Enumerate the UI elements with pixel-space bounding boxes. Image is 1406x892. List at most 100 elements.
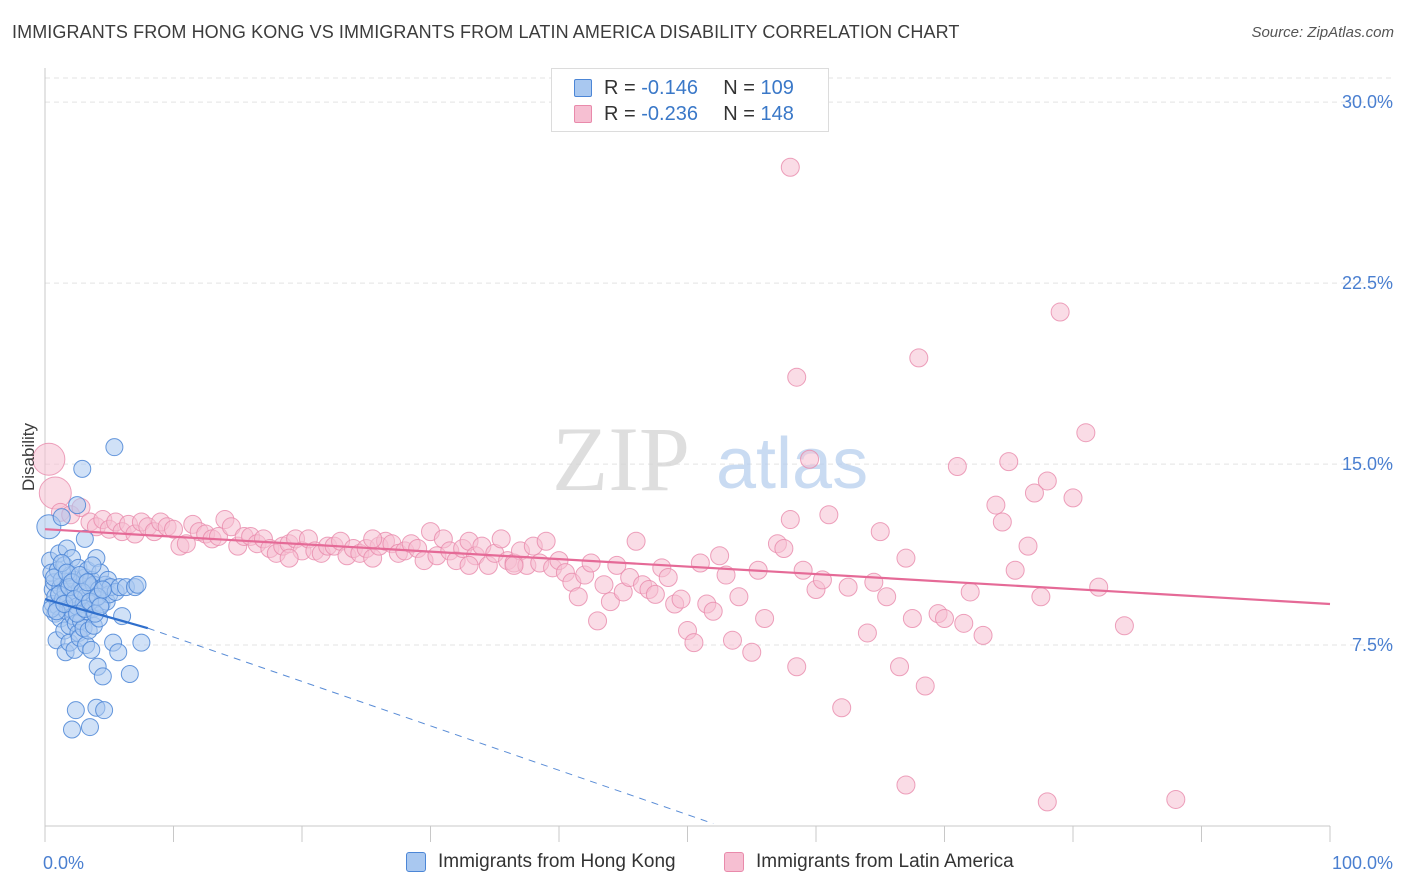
data-point-latin-america	[208, 526, 228, 546]
watermark: ZIP atlas	[552, 408, 868, 510]
data-point-latin-america	[1166, 789, 1186, 809]
data-point-latin-america	[1037, 792, 1057, 812]
data-point-latin-america	[960, 582, 980, 602]
tick-labels: 7.5% 15.0% 22.5% 30.0% 0.0% 100.0%	[43, 92, 1393, 873]
data-point-hong-kong	[68, 496, 87, 515]
data-point-latin-america	[800, 449, 820, 469]
data-point-hong-kong	[78, 573, 97, 592]
data-point-latin-america	[755, 608, 775, 628]
data-point-latin-america	[780, 510, 800, 530]
data-point-latin-america	[992, 512, 1012, 532]
data-point-latin-america	[1089, 577, 1109, 597]
data-point-latin-america	[954, 613, 974, 633]
data-point-hong-kong	[95, 701, 114, 720]
watermark-zip: ZIP	[552, 408, 690, 510]
data-point-hong-kong	[105, 438, 124, 457]
data-point-latin-america	[279, 548, 299, 568]
data-point-latin-america	[787, 657, 807, 677]
data-point-hong-kong	[93, 667, 112, 686]
data-point-latin-america	[504, 555, 524, 575]
y-tick-label: 15.0%	[1342, 454, 1393, 474]
legend-r-label: R =	[604, 76, 636, 99]
data-point-latin-america	[221, 517, 241, 537]
data-point-hong-kong	[75, 529, 94, 548]
data-point-latin-america	[491, 529, 511, 549]
legend-r-label: R =	[604, 102, 636, 125]
legend-n-label: N =	[723, 102, 755, 125]
series-hong-kong-points	[36, 438, 151, 739]
legend-swatch-hong-kong	[574, 79, 592, 97]
data-point-latin-america	[658, 567, 678, 587]
bottom-legend-swatch-hong-kong	[406, 852, 426, 872]
data-point-latin-america	[363, 529, 383, 549]
bottom-legend-label-hong-kong: Immigrants from Hong Kong	[438, 851, 676, 872]
legend-r-value: -0.146	[641, 76, 698, 99]
data-point-latin-america	[838, 577, 858, 597]
data-point-latin-america	[645, 584, 665, 604]
bottom-legend-latin-america: Immigrants from Latin America	[724, 851, 1014, 873]
data-point-latin-america	[902, 608, 922, 628]
data-point-latin-america	[986, 495, 1006, 515]
watermark-atlas: atlas	[716, 424, 868, 504]
data-point-latin-america	[1024, 483, 1044, 503]
data-point-hong-kong	[83, 556, 102, 575]
bottom-legend-hong-kong: Immigrants from Hong Kong	[406, 851, 676, 873]
data-point-latin-america	[909, 348, 929, 368]
data-point-latin-america	[729, 587, 749, 607]
data-point-latin-america	[588, 611, 608, 631]
data-point-latin-america	[780, 157, 800, 177]
data-point-latin-america	[896, 775, 916, 795]
data-point-latin-america	[935, 608, 954, 628]
trend-line-hong-kong-extension	[147, 627, 714, 825]
data-point-latin-america	[684, 633, 704, 653]
data-point-hong-kong	[62, 720, 81, 739]
trend-line-latin-america	[44, 528, 1331, 606]
data-point-hong-kong	[120, 664, 139, 683]
legend-row-latin-america: R = -0.236 N = 148	[574, 101, 794, 127]
data-point-hong-kong	[52, 508, 71, 527]
stats-legend: R = -0.146 N = 109 R = -0.236 N = 148	[551, 68, 829, 132]
data-point-latin-america	[1018, 536, 1038, 556]
series-latin-america-points	[32, 157, 1186, 812]
data-point-latin-america	[581, 553, 601, 573]
data-point-latin-america	[999, 452, 1019, 472]
data-point-latin-america	[1076, 423, 1096, 443]
legend-swatch-latin-america	[574, 105, 592, 123]
data-point-latin-america	[1005, 560, 1025, 580]
data-point-latin-america	[857, 623, 877, 643]
legend-n-label: N =	[723, 76, 755, 99]
data-point-latin-america	[896, 548, 916, 568]
data-point-latin-america	[690, 553, 710, 573]
legend-n-value: 109	[760, 76, 794, 99]
data-point-latin-america	[716, 565, 736, 585]
data-point-hong-kong	[132, 633, 151, 652]
data-point-latin-america	[568, 587, 588, 607]
x-tick-label: 0.0%	[43, 853, 84, 873]
data-point-latin-america	[607, 555, 627, 575]
data-point-latin-america	[870, 522, 890, 542]
data-point-latin-america	[38, 476, 72, 510]
chart-title: IMMIGRANTS FROM HONG KONG VS IMMIGRANTS …	[12, 22, 960, 42]
data-point-latin-america	[877, 587, 897, 607]
y-axis-label: Disability	[19, 422, 38, 491]
data-point-latin-america	[1037, 471, 1057, 491]
trend-line-hong-kong	[44, 598, 149, 630]
y-tick-label: 22.5%	[1342, 273, 1393, 293]
bottom-legend-swatch-latin-america	[724, 852, 744, 872]
data-point-latin-america	[742, 642, 762, 662]
data-point-latin-america	[1063, 488, 1083, 508]
data-point-hong-kong	[73, 459, 92, 478]
data-point-latin-america	[915, 676, 935, 696]
data-point-latin-america	[973, 625, 993, 645]
data-point-latin-america	[459, 555, 479, 575]
legend-r-value: -0.236	[641, 102, 698, 125]
data-point-latin-america	[774, 539, 794, 559]
data-point-hong-kong	[66, 701, 85, 720]
data-point-latin-america	[947, 456, 967, 476]
y-tick-label: 7.5%	[1352, 635, 1393, 655]
data-point-hong-kong	[82, 640, 101, 659]
trend-lines	[44, 528, 1331, 825]
data-point-latin-america	[594, 575, 614, 595]
legend-n-value: 148	[760, 102, 794, 125]
